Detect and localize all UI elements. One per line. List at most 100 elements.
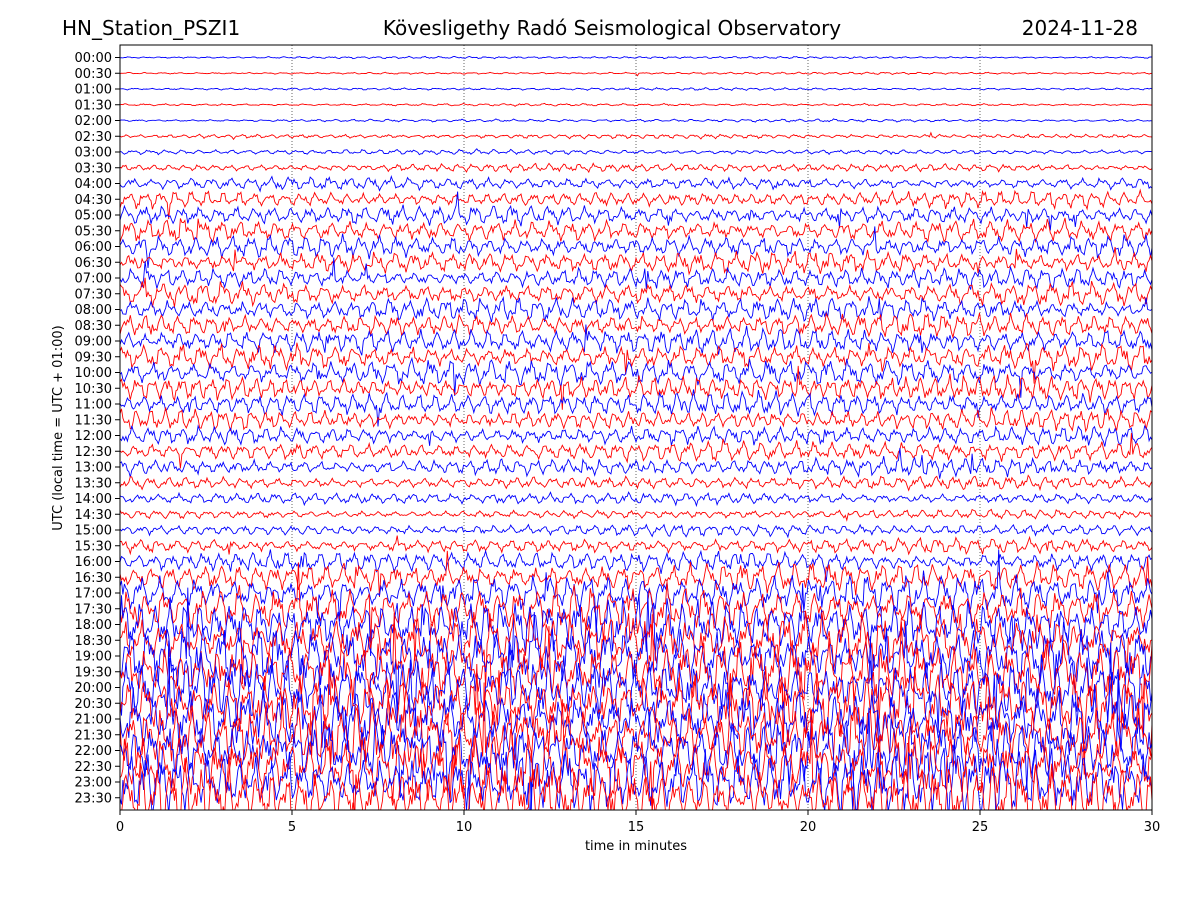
y-tick-label: 20:00 <box>75 681 112 696</box>
y-axis-label: UTC (local time = UTC + 01:00) <box>51 325 66 530</box>
y-tick-label: 10:30 <box>75 382 112 397</box>
x-axis-label: time in minutes <box>585 839 687 854</box>
trace-0330 <box>120 162 1152 174</box>
trace-2200 <box>120 674 1152 810</box>
trace-1130 <box>120 407 1152 433</box>
y-tick-label: 08:30 <box>75 319 112 334</box>
trace-0930 <box>120 342 1152 384</box>
y-tick-label: 17:30 <box>75 602 112 617</box>
trace-0530 <box>120 217 1152 244</box>
trace-0200 <box>120 118 1152 123</box>
y-tick-label: 22:00 <box>75 744 112 759</box>
y-tick-label: 02:00 <box>75 114 112 129</box>
y-tick-label: 06:30 <box>75 256 112 271</box>
trace-0700 <box>120 257 1152 290</box>
y-tick-label: 00:00 <box>75 51 112 66</box>
trace-1830 <box>120 610 1152 689</box>
chart-title: Kövesligethy Radó Seismological Observat… <box>383 16 841 40</box>
trace-1800 <box>120 583 1152 668</box>
y-tick-label: 07:00 <box>75 272 112 287</box>
trace-0400 <box>120 174 1152 193</box>
y-tick-label: 17:00 <box>75 587 112 602</box>
y-tick-label: 21:30 <box>75 728 112 743</box>
y-tick-label: 16:00 <box>75 555 112 570</box>
trace-1530 <box>120 535 1152 556</box>
trace-0000 <box>120 55 1152 60</box>
x-tick-label: 30 <box>1144 820 1161 835</box>
y-tick-label: 01:30 <box>75 98 112 113</box>
trace-1200 <box>120 424 1152 447</box>
y-tick-label: 19:00 <box>75 650 112 665</box>
y-tick-label: 13:30 <box>75 476 112 491</box>
trace-1700 <box>120 549 1152 635</box>
trace-0130 <box>120 102 1152 107</box>
y-tick-label: 11:30 <box>75 413 112 428</box>
y-tick-label: 06:00 <box>75 240 112 255</box>
y-tick-label: 12:00 <box>75 429 112 444</box>
y-tick-label: 13:00 <box>75 461 112 476</box>
chart-date: 2024-11-28 <box>1022 16 1138 40</box>
y-tick-label: 23:30 <box>75 791 112 806</box>
y-tick-label: 20:30 <box>75 697 112 712</box>
y-tick-label: 09:00 <box>75 335 112 350</box>
trace-1630 <box>120 550 1152 598</box>
trace-1300 <box>120 447 1152 479</box>
trace-0600 <box>120 226 1152 269</box>
x-tick-label: 10 <box>456 820 473 835</box>
x-tick-label: 5 <box>288 820 296 835</box>
y-tick-label: 19:30 <box>75 665 112 680</box>
y-tick-label: 03:30 <box>75 161 112 176</box>
trace-1230 <box>120 432 1152 469</box>
trace-1500 <box>120 523 1152 539</box>
trace-2300 <box>120 739 1152 810</box>
trace-0800 <box>120 295 1152 323</box>
trace-1900 <box>120 587 1152 724</box>
trace-0100 <box>120 87 1152 91</box>
trace-0500 <box>120 191 1152 231</box>
y-tick-label: 04:00 <box>75 177 112 192</box>
y-tick-label: 10:00 <box>75 366 112 381</box>
x-tick-label: 20 <box>800 820 817 835</box>
x-tick-label: 15 <box>628 820 645 835</box>
trace-1100 <box>120 389 1152 427</box>
y-tick-label: 05:00 <box>75 209 112 224</box>
trace-2330 <box>121 753 1152 810</box>
trace-1400 <box>120 491 1152 508</box>
trace-1330 <box>120 474 1152 492</box>
y-tick-label: 00:30 <box>75 67 112 82</box>
trace-0900 <box>120 324 1152 356</box>
trace-2100 <box>120 640 1152 752</box>
plot-frame <box>119 44 1153 811</box>
y-tick-label: 12:30 <box>75 445 112 460</box>
y-tick-label: 22:30 <box>75 760 112 775</box>
x-tick-label: 0 <box>116 820 124 835</box>
trace-2000 <box>120 636 1152 739</box>
trace-0730 <box>120 277 1152 308</box>
trace-1030 <box>120 365 1152 410</box>
trace-1600 <box>120 549 1152 582</box>
y-tick-label: 15:00 <box>75 524 112 539</box>
trace-0830 <box>120 312 1152 340</box>
trace-area <box>120 55 1152 810</box>
trace-0630 <box>120 246 1152 276</box>
trace-0430 <box>120 188 1152 220</box>
y-tick-label: 21:00 <box>75 713 112 728</box>
y-tick-label: 02:30 <box>75 130 112 145</box>
trace-0230 <box>120 131 1152 141</box>
y-tick-label: 11:00 <box>75 398 112 413</box>
trace-0300 <box>120 148 1152 156</box>
y-tick-label: 16:30 <box>75 571 112 586</box>
y-tick-label: 04:30 <box>75 193 112 208</box>
y-tick-label: 18:00 <box>75 618 112 633</box>
y-tick-label: 03:00 <box>75 146 112 161</box>
trace-2030 <box>120 659 1152 775</box>
trace-0030 <box>120 71 1152 77</box>
y-tick-label: 05:30 <box>75 224 112 239</box>
y-tick-label: 23:00 <box>75 776 112 791</box>
station-name: HN_Station_PSZI1 <box>62 16 240 40</box>
y-tick-label: 08:00 <box>75 303 112 318</box>
y-tick-label: 15:30 <box>75 539 112 554</box>
y-tick-label: 14:30 <box>75 508 112 523</box>
y-tick-label: 07:30 <box>75 287 112 302</box>
